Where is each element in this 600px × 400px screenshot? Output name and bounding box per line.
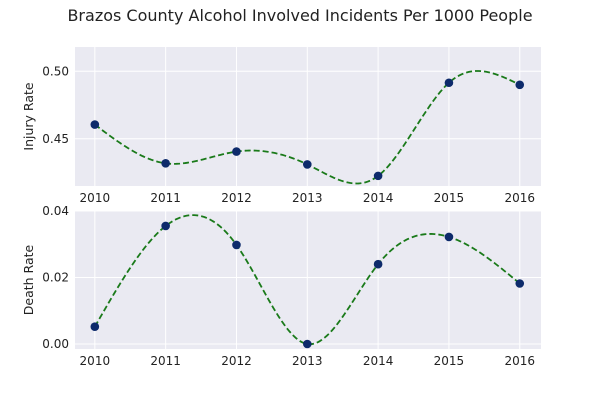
- data-point: [302, 339, 312, 349]
- x-tick-label: 2014: [363, 354, 394, 368]
- x-tick-label: 2011: [150, 354, 181, 368]
- data-point: [444, 232, 454, 242]
- x-tick-label: 2013: [292, 191, 323, 205]
- x-tick-label: 2016: [504, 191, 535, 205]
- y-tick-label: 0.02: [42, 271, 69, 285]
- data-point: [373, 259, 383, 269]
- data-point: [90, 120, 100, 129]
- chart-panels: 2010 2011 2012 2013 2014 2015 2016 0.45 0.50 Inju…: [21, 47, 541, 368]
- data-point: [515, 80, 525, 90]
- x-tick-label: 2011: [150, 191, 181, 205]
- data-point: [232, 147, 241, 156]
- panel-2: 2010 2011 2012 2013 2014 2015 2016 0.00 0.02 0.04…: [21, 204, 541, 368]
- data-point: [515, 279, 525, 288]
- x-tick-label: 2013: [292, 354, 323, 368]
- data-point: [373, 171, 383, 181]
- chart-title: Brazos County Alcohol Involved Incidents…: [67, 6, 532, 25]
- x-tick-label: 2015: [434, 354, 465, 368]
- x-tick-label: 2010: [80, 354, 111, 368]
- panel-1: 2010 2011 2012 2013 2014 2015 2016 0.45 0.50 Inju…: [21, 47, 541, 205]
- x-tick-label: 2016: [504, 354, 535, 368]
- y-tick-label: 0.00: [42, 337, 69, 351]
- data-point: [90, 322, 100, 332]
- y-tick-label: 0.50: [42, 64, 69, 78]
- y-axis-label: Death Rate: [21, 244, 36, 315]
- y-tick-label: 0.04: [42, 204, 69, 218]
- data-point: [232, 240, 241, 250]
- y-tick-label: 0.45: [42, 132, 69, 146]
- plot-area: [75, 211, 541, 349]
- x-tick-label: 2012: [221, 354, 252, 368]
- data-point: [444, 78, 454, 88]
- x-tick-label: 2012: [221, 191, 252, 205]
- x-tick-label: 2010: [80, 191, 111, 205]
- data-point: [161, 221, 170, 231]
- data-point: [302, 160, 312, 169]
- x-tick-label: 2015: [434, 191, 465, 205]
- x-tick-label: 2014: [363, 191, 394, 205]
- data-point: [161, 159, 170, 168]
- y-axis-label: Injury Rate: [21, 82, 36, 150]
